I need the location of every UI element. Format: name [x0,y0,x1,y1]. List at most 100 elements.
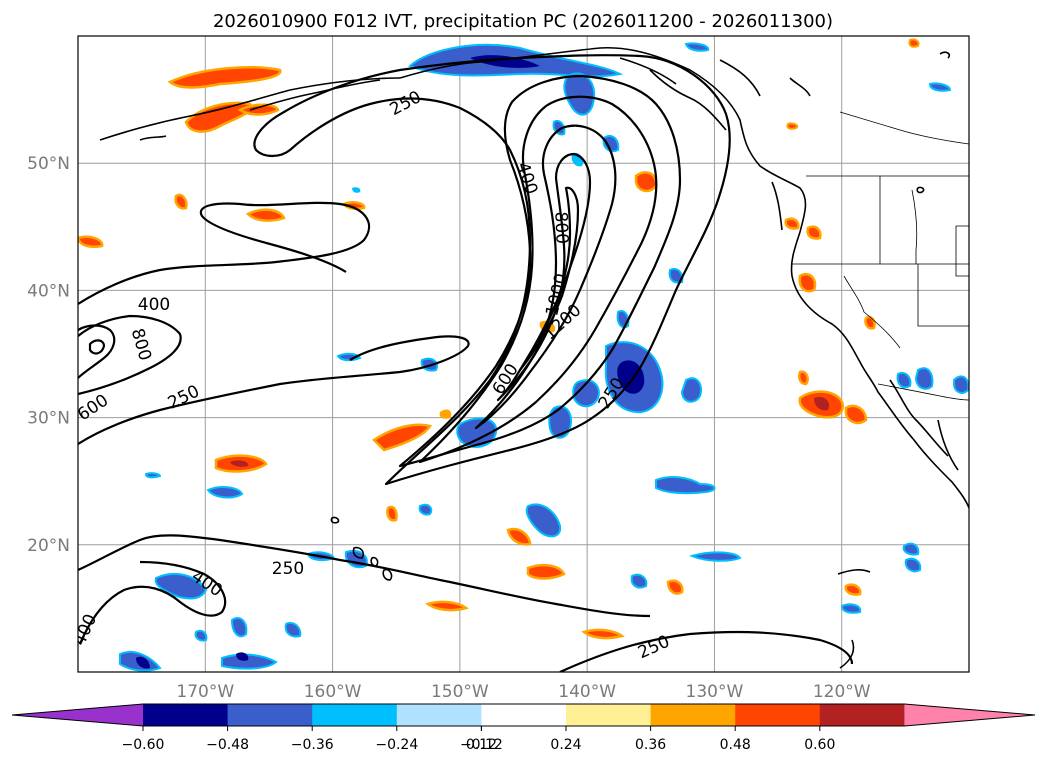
ivt-contour-1200 [518,186,580,372]
ivt-contour-250 [559,630,854,672]
precip-blob-neg [689,551,742,562]
lat-tick-label: 20°N [27,536,70,556]
colorbar-tick-label: 0.36 [635,737,666,753]
colorbar-bin [650,704,736,726]
precip-blob-neg [236,652,249,661]
lat-tick-label: 50°N [27,154,70,174]
ivt-contour-250 [78,201,370,305]
colorbar-bin [312,704,398,726]
ivt-contour-400 [78,314,182,396]
colorbar-tick-label: −0.36 [291,737,334,753]
precip-blob-neg [914,367,934,390]
precip-blob-neg [194,629,208,642]
colorbar-bin [735,704,821,726]
map-area: 250 250 250 250 250 400 400 400 400 600 … [77,35,970,673]
precip-blob-neg [230,616,248,638]
precip-anomaly-blobs [78,38,969,672]
precip-blob-neg [655,476,716,495]
precip-blob-pos [386,505,398,522]
precip-blob-pos [425,600,469,612]
precip-blob-neg [352,187,361,193]
precip-blob-pos [439,409,452,419]
colorbar-bin [396,704,482,726]
precip-blob-pos [230,460,249,467]
colorbar-extend-max [904,704,1035,726]
lon-tick-label: 130°W [686,682,744,702]
chart-title: 2026010900 F012 IVT, precipitation PC (2… [213,11,833,32]
precip-blob-pos [798,273,817,293]
map-content: 250 250 250 250 250 400 400 400 400 600 … [78,38,969,672]
coastlines [99,46,969,669]
precip-blob-pos [864,315,876,330]
precip-blob-neg [896,372,912,389]
precip-blob-pos [526,563,566,580]
ivt-contour-250 [253,54,731,486]
political-borders [792,111,969,401]
precip-blob-neg [602,134,620,153]
lon-tick-label: 170°W [176,682,234,702]
latitude-tick-labels: 50°N 40°N 30°N 20°N [27,154,70,556]
colorbar-tick-label: −0.48 [206,737,249,753]
colorbar-tick-label: 0.12 [466,737,497,753]
colorbar-bin [481,704,567,726]
precip-blob-pos [506,527,532,546]
ivt-contour-800 [88,339,106,355]
colorbar-tick-label: 0.24 [550,737,581,753]
colorbar-bin [143,704,229,726]
precip-blob-neg [684,42,710,52]
precip-blob-pos [814,396,830,411]
precip-blob-neg [572,379,600,408]
precip-blob-neg [617,360,645,394]
precip-blob-pos [666,579,684,595]
precip-blob-pos [634,171,658,193]
lon-tick-label: 120°W [813,682,871,702]
colorbar-bin [819,704,905,726]
lon-tick-label: 140°W [558,682,616,702]
colorbar-tick-label: 0.60 [804,737,835,753]
precip-blob-neg [840,603,862,614]
colorbar-tick-label: 0.48 [720,737,751,753]
colorbar [11,703,1036,727]
precip-blob-neg [928,82,952,92]
precip-blob-pos [167,66,282,89]
ivt-contour-400 [398,74,682,468]
precip-blob-neg [680,377,702,403]
precip-blob-pos [78,235,104,248]
precip-blob-neg [418,503,433,516]
colorbar-bin [227,704,313,726]
precip-blob-pos [786,122,799,130]
precip-blob-pos [844,583,862,596]
precip-blob-neg [284,622,302,638]
precip-blob-neg [902,542,920,556]
precip-blob-pos [798,370,809,386]
precip-blob-neg [136,656,150,669]
precip-blob-neg [630,573,648,589]
ivt-contour-600 [78,324,116,379]
colorbar-extend-min [12,704,143,726]
precip-blob-pos [844,404,868,425]
precip-blob-pos [784,217,800,230]
colorbar-bin [566,704,652,726]
precip-blob-neg [953,375,969,394]
precip-blob-neg [525,503,562,538]
lat-tick-label: 30°N [27,409,70,429]
longitude-tick-labels: 170°W 160°W 150°W 140°W 130°W 120°W [176,682,870,702]
lon-tick-label: 150°W [431,682,489,702]
ivt-contour-600 [418,95,658,464]
precip-blob-pos [908,38,920,48]
contour-label: 400 [138,295,170,315]
graticule [78,36,969,672]
precip-blob-pos [237,103,280,116]
precip-blob-neg [144,472,162,479]
precip-blob-neg [904,557,922,573]
precip-blob-pos [372,423,432,452]
colorbar-tick-label: −0.12 [460,737,503,753]
precip-blob-pos [174,193,188,210]
colorbar-tick-label: −0.60 [122,737,165,753]
ivt-contour-250 [78,534,651,618]
ivt-contour-400 [78,560,227,645]
precip-blob-neg [154,573,208,600]
lon-tick-label: 160°W [304,682,362,702]
ivt-contours [78,54,854,672]
